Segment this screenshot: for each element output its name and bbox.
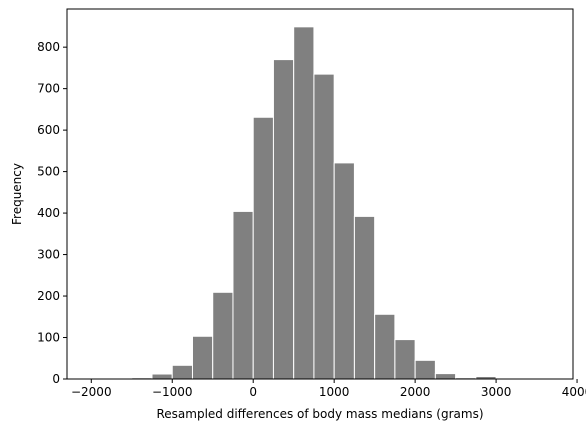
- histogram-bars: [111, 26, 538, 380]
- x-tick-label: 2000: [400, 385, 431, 399]
- histogram-bar: [232, 210, 254, 380]
- histogram-bar: [353, 215, 376, 380]
- y-tick-label: 800: [37, 40, 60, 54]
- y-tick-label: 700: [37, 82, 60, 96]
- plot-frame: [66, 8, 574, 380]
- histogram-bar: [272, 59, 295, 380]
- y-tick-label: 500: [37, 165, 60, 179]
- histogram-bar: [394, 339, 416, 380]
- histogram-bar: [212, 291, 234, 380]
- x-tick-label: 0: [249, 385, 257, 399]
- y-tick-label: 300: [37, 248, 60, 262]
- x-axis-label: Resampled differences of body mass media…: [156, 407, 483, 421]
- x-tick-label: 3000: [481, 385, 512, 399]
- y-axis-label: Frequency: [10, 163, 24, 225]
- histogram-bar: [414, 359, 436, 380]
- histogram-bar: [293, 26, 315, 380]
- histogram-bar: [171, 364, 193, 380]
- y-axis-ticks: 0 100 200 300 400 500 600 700 800: [37, 40, 67, 386]
- histogram-bar: [434, 373, 457, 380]
- x-tick-label: −1000: [152, 385, 193, 399]
- histogram-bar: [374, 313, 396, 380]
- histogram-bar: [313, 73, 335, 380]
- x-tick-label: 1000: [319, 385, 350, 399]
- y-tick-label: 0: [52, 372, 60, 386]
- y-tick-label: 200: [37, 289, 60, 303]
- histogram-bar: [191, 335, 214, 380]
- histogram-bar: [333, 162, 355, 380]
- y-tick-label: 600: [37, 123, 60, 137]
- y-tick-label: 400: [37, 206, 60, 220]
- histogram-bar: [151, 373, 173, 380]
- y-tick-label: 100: [37, 331, 60, 345]
- histogram-bar: [252, 116, 274, 380]
- x-tick-label: −2000: [71, 385, 112, 399]
